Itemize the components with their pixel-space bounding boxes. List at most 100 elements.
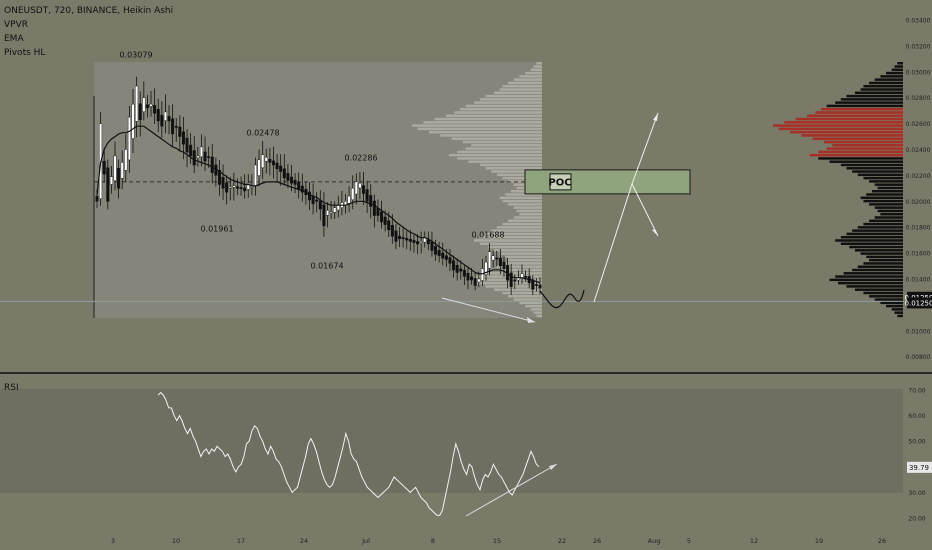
vp-right-bar [852,229,903,232]
vp-right-bar [773,124,903,127]
time-axis[interactable]: 3 10 17 24 Jul 8 15 22 26 Aug 5 12 19 26 [111,537,886,545]
vp-right-bar [832,144,903,147]
vp-right-bar [840,98,903,101]
vp-overlay-bar [505,255,542,259]
candle-body [426,239,430,245]
vp-right-bar [886,71,903,75]
vp-right-bar [823,140,903,144]
candle-body [239,187,243,189]
candle-body [225,182,229,193]
vp-overlay-bar [519,301,542,305]
support-trendline[interactable] [441,297,536,323]
vp-right-bar [863,291,903,295]
vp-overlay-bar [519,212,542,216]
vp-overlay-bar [499,196,542,200]
time-tick-7: 22 [558,537,566,545]
indicator-ema[interactable]: EMA [4,34,24,44]
candle-body [437,250,441,256]
rsi-divergence-arrowhead [549,464,557,470]
candle-body [466,273,470,281]
candle-body [109,176,113,185]
time-tick-6: 15 [493,537,501,545]
vp-overlay-bar [499,252,542,255]
vp-overlay-bar [454,111,542,114]
vp-overlay-bar [417,127,542,131]
candle-body [491,255,495,261]
candle-body [318,200,322,210]
candle-body [509,272,513,287]
vp-overlay-bar [513,298,542,301]
vp-right-bar [854,249,903,252]
rsi-title[interactable]: RSI [4,383,19,393]
price-tick-5: 0.02400 [906,147,931,154]
candle-body [448,257,452,264]
vp-right-bar [880,75,903,78]
vp-right-bar [874,298,903,301]
vp-right-bar [877,209,903,213]
pivot-label-1: 0.02478 [246,128,279,137]
rsi-band [0,389,903,493]
pivot-label-5: 0.01688 [471,231,504,240]
candle-body [124,149,128,171]
vp-overlay-bar [533,65,542,68]
vp-right-bar [863,199,903,203]
vp-right-bar [852,268,903,272]
projection-path-2[interactable] [631,112,659,185]
candle-body [232,185,236,188]
vp-overlay-bar [488,245,542,249]
vp-overlay-bar [423,121,542,124]
price-tick-9: 0.01600 [906,251,931,258]
candle-body [369,195,373,207]
price-tick-4: 0.02600 [906,121,931,128]
candle-body [398,235,402,240]
candle-body [534,284,538,286]
vp-overlay-bar [479,235,542,239]
candle-body [351,188,355,200]
vp-overlay-bar [434,117,542,121]
vp-overlay-bar [493,249,542,252]
candle-body [336,204,340,211]
candle-body [253,164,257,187]
candle-body [300,185,304,193]
vp-overlay-bar [465,147,542,150]
candle-body [257,159,261,176]
price-scale-ticks: 0.03400 0.03200 0.03000 0.02800 0.02600 0.024… [906,18,931,362]
vp-overlay-bar [536,314,542,318]
vp-overlay-bar [465,104,542,108]
projection-wave[interactable] [539,289,585,309]
indicator-pivots[interactable]: Pivots HL [4,48,46,58]
vp-right-bar [835,275,903,278]
vp-overlay-bar [533,311,542,314]
price-tick-12: 0.01000 [906,328,931,335]
vp-overlay-bar [513,78,542,81]
indicator-vpvr[interactable]: VPVR [4,20,28,30]
vp-overlay-bar [502,84,542,88]
vp-overlay-bar [516,209,542,213]
rsi-divergence-line[interactable] [465,463,558,517]
vp-right-bar [874,78,903,81]
vp-overlay-bar [496,265,542,268]
candle-body [113,155,117,181]
vp-overlay-bar [513,206,542,209]
vp-right-bar [789,130,903,134]
current-price-tag [907,291,932,303]
candle-body [459,268,463,272]
candle-body [531,279,535,290]
vp-overlay-bar [468,278,542,282]
vp-overlay-bar [471,144,542,147]
vp-right-bar [829,160,903,163]
vp-right-bar [801,134,903,137]
price-scale[interactable] [903,0,932,550]
projection-arrowhead-2 [653,113,658,121]
candle-body [217,169,221,185]
vp-right-bar [857,226,903,229]
candle-body [538,284,542,289]
time-tick-4: Jul [361,537,370,545]
vp-overlay-bar [428,130,542,134]
candle-body [131,103,135,139]
rsi-line [157,391,540,516]
symbol-title[interactable]: ONEUSDT, 720, BINANCE, Heikin Ashi [4,6,174,16]
candle-body [390,225,394,237]
vp-overlay-bar [491,170,542,173]
